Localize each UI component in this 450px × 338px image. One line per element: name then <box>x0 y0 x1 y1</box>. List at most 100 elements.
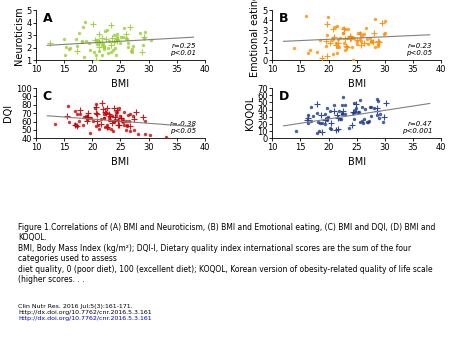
Point <box>85 111 92 116</box>
Point <box>308 119 315 124</box>
Point <box>367 36 374 41</box>
Y-axis label: Emotional eating: Emotional eating <box>250 0 260 77</box>
Point <box>83 38 90 43</box>
Point <box>356 97 364 102</box>
Point <box>61 36 68 41</box>
Point <box>335 126 342 131</box>
Point <box>369 39 377 45</box>
Point <box>99 40 106 46</box>
Point <box>72 36 80 41</box>
Point <box>340 109 347 114</box>
Point <box>319 120 326 126</box>
Point <box>366 104 373 110</box>
Point <box>101 115 108 121</box>
Point <box>126 24 134 30</box>
Point <box>86 130 94 135</box>
Point <box>329 51 337 57</box>
Point <box>84 116 91 121</box>
Point <box>315 128 322 134</box>
Point <box>334 44 341 50</box>
Point <box>363 119 370 124</box>
Point <box>376 112 383 117</box>
Point <box>333 42 340 47</box>
Point <box>341 112 348 117</box>
Point <box>375 41 382 46</box>
Point <box>334 37 342 42</box>
Point <box>126 111 134 117</box>
Point <box>62 52 69 57</box>
Point <box>318 129 325 135</box>
Point <box>350 58 357 63</box>
Point <box>321 117 328 122</box>
X-axis label: BMI: BMI <box>111 157 130 167</box>
Point <box>330 102 338 107</box>
Point <box>76 31 83 36</box>
Point <box>327 41 334 46</box>
Point <box>113 52 120 58</box>
Point <box>135 132 142 137</box>
Point <box>333 24 341 29</box>
Text: C: C <box>43 90 52 103</box>
Point <box>349 109 356 115</box>
Point <box>99 42 106 48</box>
Point <box>90 118 97 124</box>
Point <box>84 114 91 120</box>
Point <box>379 119 387 124</box>
Point <box>333 50 341 55</box>
Point <box>109 128 116 134</box>
Point <box>95 39 102 44</box>
Point <box>130 113 137 119</box>
Point <box>109 47 117 52</box>
Point <box>123 122 130 127</box>
Text: r=0.25
p<0.01: r=0.25 p<0.01 <box>170 43 196 56</box>
Point <box>101 28 108 33</box>
Point <box>80 114 87 120</box>
Point <box>52 122 59 127</box>
Point <box>368 113 375 118</box>
Point <box>357 39 364 44</box>
Point <box>79 39 86 45</box>
Point <box>339 111 346 116</box>
Point <box>368 38 375 43</box>
Point <box>321 121 328 127</box>
Point <box>349 44 356 49</box>
Point <box>88 116 95 121</box>
Point <box>110 39 117 45</box>
Point <box>140 114 147 119</box>
Point <box>141 35 148 41</box>
Point <box>73 123 81 128</box>
Point <box>355 109 362 114</box>
Point <box>381 32 388 37</box>
Point <box>346 33 353 39</box>
Point <box>75 118 82 124</box>
Point <box>111 45 118 50</box>
Point <box>337 35 344 40</box>
Point <box>131 127 138 133</box>
Point <box>126 128 134 134</box>
Point <box>378 20 386 26</box>
Point <box>124 40 131 45</box>
Point <box>329 27 337 32</box>
Point <box>105 112 112 117</box>
Point <box>319 55 326 61</box>
Point <box>103 110 110 116</box>
Point <box>317 112 324 118</box>
Point <box>368 39 375 45</box>
Point <box>371 16 378 21</box>
Point <box>353 37 360 43</box>
Point <box>373 105 380 111</box>
Point <box>91 106 98 111</box>
Point <box>332 25 339 30</box>
Point <box>119 119 126 124</box>
Point <box>83 118 90 123</box>
Point <box>329 35 337 41</box>
Point <box>375 38 382 44</box>
Point <box>340 25 347 30</box>
Point <box>108 113 116 119</box>
Point <box>140 34 147 40</box>
Point <box>304 50 311 56</box>
Point <box>108 23 115 28</box>
Point <box>66 46 73 51</box>
Point <box>304 116 311 121</box>
Point <box>348 122 356 127</box>
